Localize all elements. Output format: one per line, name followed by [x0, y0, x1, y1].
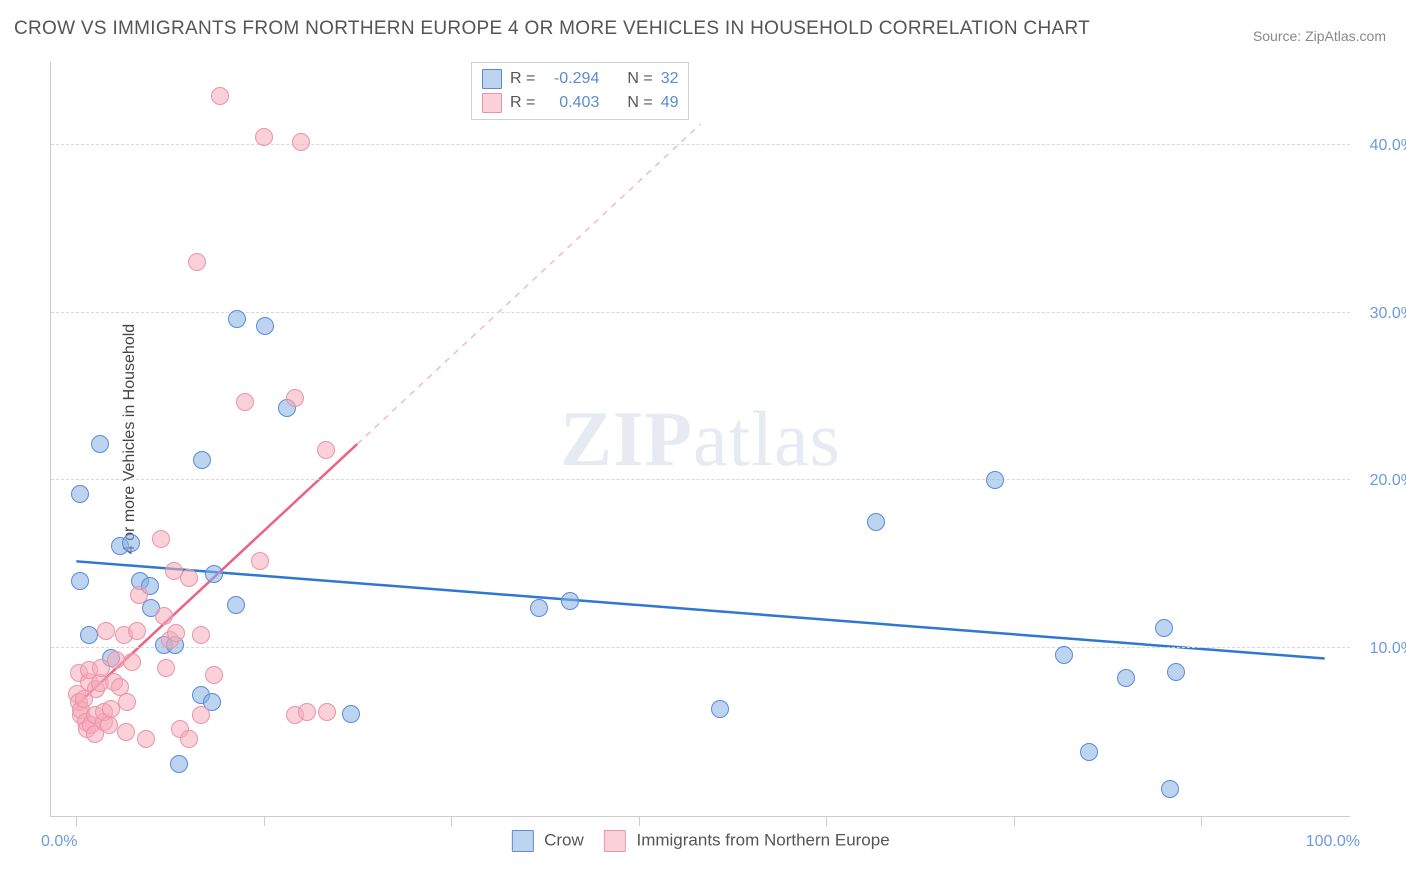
scatter-point: [228, 310, 246, 328]
scatter-point: [180, 569, 198, 587]
scatter-point: [711, 700, 729, 718]
trend-lines-svg: [51, 62, 1350, 816]
scatter-point: [167, 624, 185, 642]
gridline: [51, 647, 1350, 648]
scatter-point: [251, 552, 269, 570]
correlation-row-0: R = -0.294 N = 32: [482, 67, 678, 91]
y-tick-label: 10.0%: [1360, 640, 1406, 658]
correlation-legend: R = -0.294 N = 32 R = 0.403 N = 49: [471, 62, 689, 120]
series-label-0: Crow: [544, 830, 584, 849]
legend-r-label-0: R =: [510, 67, 535, 91]
watermark: ZIPatlas: [560, 394, 841, 484]
scatter-point: [117, 723, 135, 741]
gridline: [51, 144, 1350, 145]
scatter-point: [192, 706, 210, 724]
legend-n-value-1: 49: [661, 91, 679, 115]
legend-swatch-1: [482, 93, 502, 113]
scatter-point: [342, 705, 360, 723]
scatter-point: [91, 435, 109, 453]
scatter-point: [1167, 663, 1185, 681]
scatter-point: [152, 530, 170, 548]
scatter-point: [1161, 780, 1179, 798]
series-label-1: Immigrants from Northern Europe: [636, 830, 889, 849]
scatter-point: [137, 730, 155, 748]
x-tick: [264, 816, 265, 826]
scatter-point: [317, 441, 335, 459]
source-label: Source: ZipAtlas.com: [1253, 28, 1386, 44]
scatter-point: [123, 653, 141, 671]
scatter-point: [318, 703, 336, 721]
legend-r-value-0: -0.294: [543, 67, 599, 91]
scatter-point: [1080, 743, 1098, 761]
scatter-point: [227, 596, 245, 614]
legend-r-value-1: 0.403: [543, 91, 599, 115]
x-tick: [451, 816, 452, 826]
watermark-atlas: atlas: [693, 395, 841, 482]
series-legend: Crow Immigrants from Northern Europe: [511, 830, 889, 852]
legend-n-label-1: N =: [627, 91, 652, 115]
scatter-point: [130, 586, 148, 604]
scatter-point: [205, 565, 223, 583]
y-axis-title: 4 or more Vehicles in Household: [121, 324, 139, 554]
scatter-point: [128, 622, 146, 640]
scatter-point: [1155, 619, 1173, 637]
scatter-point: [867, 513, 885, 531]
y-tick-label: 30.0%: [1360, 305, 1406, 323]
x-tick: [76, 816, 77, 826]
scatter-point: [286, 389, 304, 407]
legend-r-label-1: R =: [510, 91, 535, 115]
watermark-zip: ZIP: [560, 395, 693, 482]
x-tick: [1014, 816, 1015, 826]
scatter-point: [1055, 646, 1073, 664]
scatter-point: [211, 87, 229, 105]
x-tick: [639, 816, 640, 826]
scatter-point: [80, 626, 98, 644]
plot-area: ZIPatlas 4 or more Vehicles in Household…: [50, 62, 1350, 817]
scatter-point: [118, 693, 136, 711]
scatter-point: [155, 607, 173, 625]
x-axis-max-label: 100.0%: [1306, 833, 1360, 851]
series-legend-item-1: Immigrants from Northern Europe: [604, 830, 890, 852]
scatter-point: [193, 451, 211, 469]
scatter-point: [1117, 669, 1135, 687]
chart-container: CROW VS IMMIGRANTS FROM NORTHERN EUROPE …: [0, 0, 1406, 892]
scatter-point: [256, 317, 274, 335]
series-swatch-0: [511, 830, 533, 852]
correlation-row-1: R = 0.403 N = 49: [482, 91, 678, 115]
scatter-point: [298, 703, 316, 721]
gridline: [51, 312, 1350, 313]
legend-n-value-0: 32: [661, 67, 679, 91]
series-legend-item-0: Crow: [511, 830, 583, 852]
x-axis-min-label: 0.0%: [41, 833, 77, 851]
scatter-point: [255, 128, 273, 146]
scatter-point: [292, 133, 310, 151]
scatter-point: [100, 716, 118, 734]
scatter-point: [561, 592, 579, 610]
legend-swatch-0: [482, 69, 502, 89]
scatter-point: [188, 253, 206, 271]
scatter-point: [122, 534, 140, 552]
y-tick-label: 40.0%: [1360, 137, 1406, 155]
scatter-point: [170, 755, 188, 773]
x-tick: [826, 816, 827, 826]
scatter-point: [530, 599, 548, 617]
scatter-point: [986, 471, 1004, 489]
legend-n-label-0: N =: [627, 67, 652, 91]
y-tick-label: 20.0%: [1360, 472, 1406, 490]
scatter-point: [192, 626, 210, 644]
series-swatch-1: [604, 830, 626, 852]
scatter-point: [205, 666, 223, 684]
chart-title: CROW VS IMMIGRANTS FROM NORTHERN EUROPE …: [14, 18, 1090, 40]
scatter-point: [180, 730, 198, 748]
scatter-point: [157, 659, 175, 677]
scatter-point: [97, 622, 115, 640]
gridline: [51, 479, 1350, 480]
scatter-point: [71, 572, 89, 590]
scatter-point: [236, 393, 254, 411]
x-tick: [1201, 816, 1202, 826]
scatter-point: [71, 485, 89, 503]
